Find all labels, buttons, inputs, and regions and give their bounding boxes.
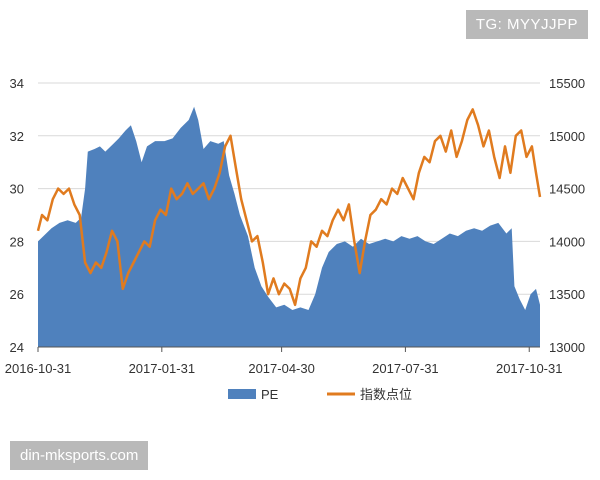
pe-area	[38, 106, 540, 347]
x-tick-label: 2016-10-31	[5, 361, 72, 376]
y-right-tick-label: 13000	[549, 340, 585, 355]
x-tick-label: 2017-07-31	[372, 361, 439, 376]
index-series	[36, 108, 542, 307]
pe-series	[38, 106, 540, 347]
y-right-tick-label: 15500	[549, 76, 585, 91]
y-left-tick-label: 30	[10, 182, 24, 197]
x-tick-label: 2017-04-30	[248, 361, 315, 376]
y-left-tick-label: 34	[10, 76, 24, 91]
x-axis: 2016-10-31 2017-01-31 2017-04-30 2017-07-31…	[5, 347, 563, 376]
watermark-bottom-left: din-mksports.com	[10, 441, 149, 470]
y-left-tick-label: 28	[10, 234, 24, 249]
index-line	[36, 108, 542, 307]
watermark-top-right: TG: MYYJJPP	[465, 10, 588, 39]
x-tick-label: 2017-01-31	[129, 361, 196, 376]
y-right-tick-label: 15000	[549, 129, 585, 144]
x-tick-label: 2017-10-31	[496, 361, 563, 376]
y-right-tick-label: 14500	[549, 182, 585, 197]
y-axis-right: 13000 13500 14000 14500 15000 15500	[549, 76, 585, 355]
legend: PE 指数点位	[228, 387, 412, 402]
y-right-tick-label: 13500	[549, 287, 585, 302]
legend-pe-label: PE	[261, 387, 279, 402]
y-axis-left: 24 26 28 30 32 34	[10, 76, 24, 355]
legend-pe-swatch	[228, 389, 256, 399]
y-left-tick-label: 32	[10, 129, 24, 144]
legend-index-label: 指数点位	[360, 387, 412, 402]
y-left-tick-label: 26	[10, 287, 24, 302]
y-left-tick-label: 24	[10, 340, 24, 355]
y-right-tick-label: 14000	[549, 234, 585, 249]
